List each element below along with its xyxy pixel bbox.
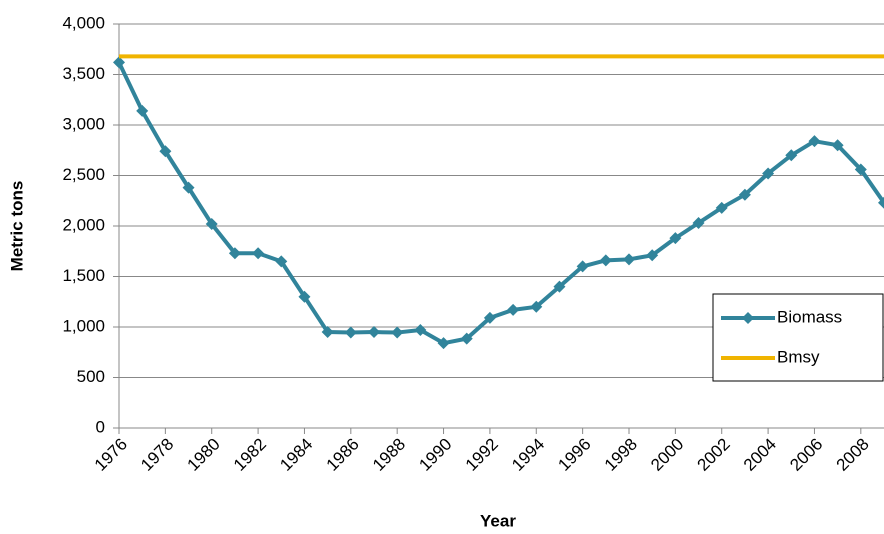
data-point	[854, 163, 867, 176]
data-point	[530, 300, 543, 313]
y-tick-label: 1,500	[62, 266, 105, 285]
data-point	[321, 326, 334, 339]
x-tick-label: 1988	[369, 435, 409, 475]
plot-area	[113, 54, 884, 350]
x-tick-label: 1990	[415, 435, 455, 475]
series-line	[117, 61, 884, 346]
x-tick-label: 1994	[508, 435, 548, 475]
x-tick-label: 1998	[601, 435, 641, 475]
data-point	[205, 217, 218, 230]
data-point	[576, 260, 589, 273]
data-point	[715, 201, 728, 214]
data-point	[785, 149, 798, 162]
data-point	[878, 196, 884, 209]
x-tick-label: 1996	[554, 435, 594, 475]
x-tick-label: 2002	[694, 435, 734, 475]
data-point	[414, 324, 427, 337]
data-point	[228, 247, 241, 260]
data-point	[831, 139, 844, 152]
legend-box	[712, 293, 884, 382]
data-point	[762, 167, 775, 180]
y-tick-label: 0	[96, 417, 105, 436]
y-tick-label: 500	[77, 367, 105, 386]
y-tick-label: 3,500	[62, 64, 105, 83]
x-tick-label: 2008	[833, 435, 873, 475]
data-point	[252, 247, 265, 260]
data-point	[368, 326, 380, 339]
y-tick-label: 4,000	[62, 13, 105, 32]
data-point	[507, 303, 520, 316]
x-tick-label: 1976	[91, 435, 131, 475]
x-axis-title: Year	[480, 511, 516, 530]
data-point	[553, 280, 566, 293]
legend-label: Bmsy	[777, 347, 820, 366]
x-tick-label: 1986	[323, 435, 363, 475]
x-tick-label: 1984	[276, 435, 316, 475]
data-point	[275, 255, 288, 268]
data-point	[483, 311, 496, 324]
legend-label: Biomass	[777, 307, 842, 326]
x-tick-label: 2006	[786, 435, 826, 475]
data-point	[182, 181, 195, 194]
data-point	[437, 337, 450, 350]
legend-marker	[742, 312, 754, 324]
data-point	[738, 188, 751, 201]
x-tick-label: 1980	[184, 435, 224, 475]
data-point	[344, 326, 357, 339]
y-tick-label: 2,000	[62, 215, 105, 234]
y-tick-label: 3,000	[62, 114, 105, 133]
data-point	[391, 326, 404, 339]
y-tick-label: 1,000	[62, 316, 105, 335]
data-point	[113, 56, 125, 69]
x-tick-label: 1982	[230, 435, 270, 475]
data-point	[669, 232, 682, 245]
x-tick-label: 1978	[137, 435, 177, 475]
x-tick-label: 1992	[462, 435, 502, 475]
data-point	[692, 216, 705, 229]
data-point	[136, 104, 149, 117]
data-point	[623, 253, 635, 266]
data-point	[808, 135, 821, 148]
data-point	[646, 249, 659, 262]
x-tick-label: 2004	[740, 435, 780, 475]
data-point	[159, 145, 172, 158]
data-point	[599, 254, 612, 267]
data-point	[298, 290, 311, 303]
y-tick-label: 2,500	[62, 165, 105, 184]
x-tick-label: 2000	[647, 435, 687, 475]
y-axis-title: Metric tons	[7, 181, 26, 272]
data-point	[460, 332, 473, 345]
